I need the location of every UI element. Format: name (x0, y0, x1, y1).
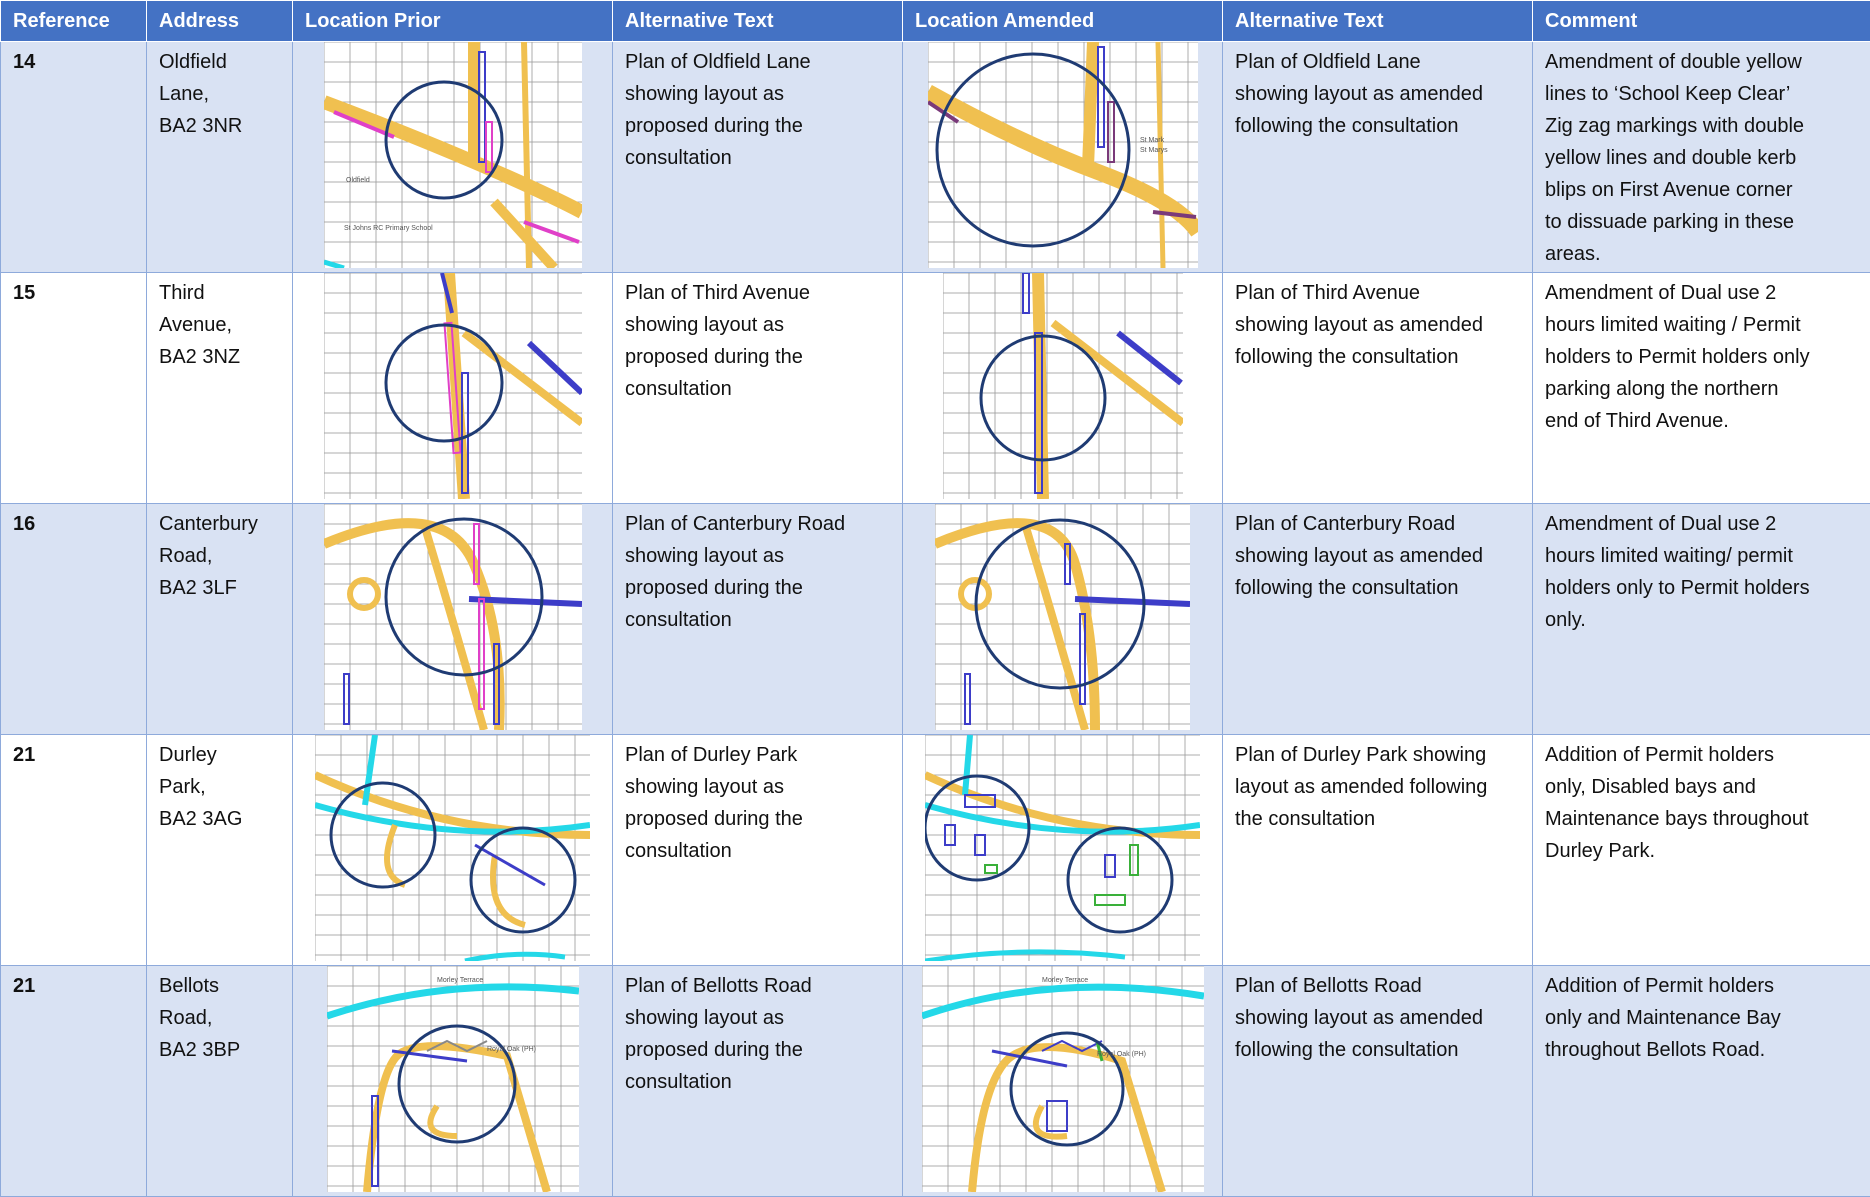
map-bellotts-prior: Morley Terrace Royal Oak (PH) (327, 966, 579, 1192)
location-amended-cell (903, 273, 1223, 504)
svg-text:St Marys: St Marys (1140, 147, 1168, 154)
location-prior-cell (293, 273, 613, 504)
location-prior-cell: St Johns RC Primary School Oldfield (293, 42, 613, 273)
reference-cell: 16 (1, 504, 147, 735)
map-third-amended (943, 273, 1183, 499)
svg-text:Oldfield: Oldfield (346, 177, 370, 184)
header-row: Reference Address Location Prior Alterna… (1, 1, 1870, 42)
header-comment: Comment (1533, 1, 1870, 42)
map-bellotts-amended: Morley Terrace Royal Oak (PH) (922, 966, 1204, 1192)
header-alt-text-amended: Alternative Text (1223, 1, 1533, 42)
svg-text:Morley Terrace: Morley Terrace (1042, 977, 1088, 984)
svg-text:Royal Oak (PH): Royal Oak (PH) (1097, 1051, 1146, 1058)
location-amended-cell: Morley Terrace Royal Oak (PH) (903, 966, 1223, 1197)
map-third-prior (324, 273, 582, 499)
reference-cell: 21 (1, 966, 147, 1197)
location-amended-cell (903, 735, 1223, 966)
reference-cell: 21 (1, 735, 147, 966)
location-prior-cell (293, 735, 613, 966)
header-address: Address (147, 1, 293, 42)
svg-text:St Johns RC Primary School: St Johns RC Primary School (344, 225, 433, 232)
reference-cell: 14 (1, 42, 147, 273)
header-alt-text-prior: Alternative Text (613, 1, 903, 42)
header-location-prior: Location Prior (293, 1, 613, 42)
header-location-amended: Location Amended (903, 1, 1223, 42)
header-reference: Reference (1, 1, 147, 42)
map-oldfield-amended: St Mark St Marys (928, 42, 1198, 268)
reference-cell: 15 (1, 273, 147, 504)
location-prior-cell (293, 504, 613, 735)
svg-text:St Mark: St Mark (1140, 137, 1165, 144)
location-amended-cell (903, 504, 1223, 735)
map-durley-prior (315, 735, 590, 961)
map-oldfield-prior: St Johns RC Primary School Oldfield (324, 42, 582, 268)
location-prior-cell: Morley Terrace Royal Oak (PH) (293, 966, 613, 1197)
svg-text:Royal Oak (PH): Royal Oak (PH) (487, 1046, 536, 1053)
map-durley-amended (925, 735, 1200, 961)
map-canterbury-prior (324, 504, 582, 730)
location-amended-cell: St Mark St Marys (903, 42, 1223, 273)
svg-text:Morley Terrace: Morley Terrace (437, 977, 483, 984)
map-canterbury-amended (935, 504, 1190, 730)
